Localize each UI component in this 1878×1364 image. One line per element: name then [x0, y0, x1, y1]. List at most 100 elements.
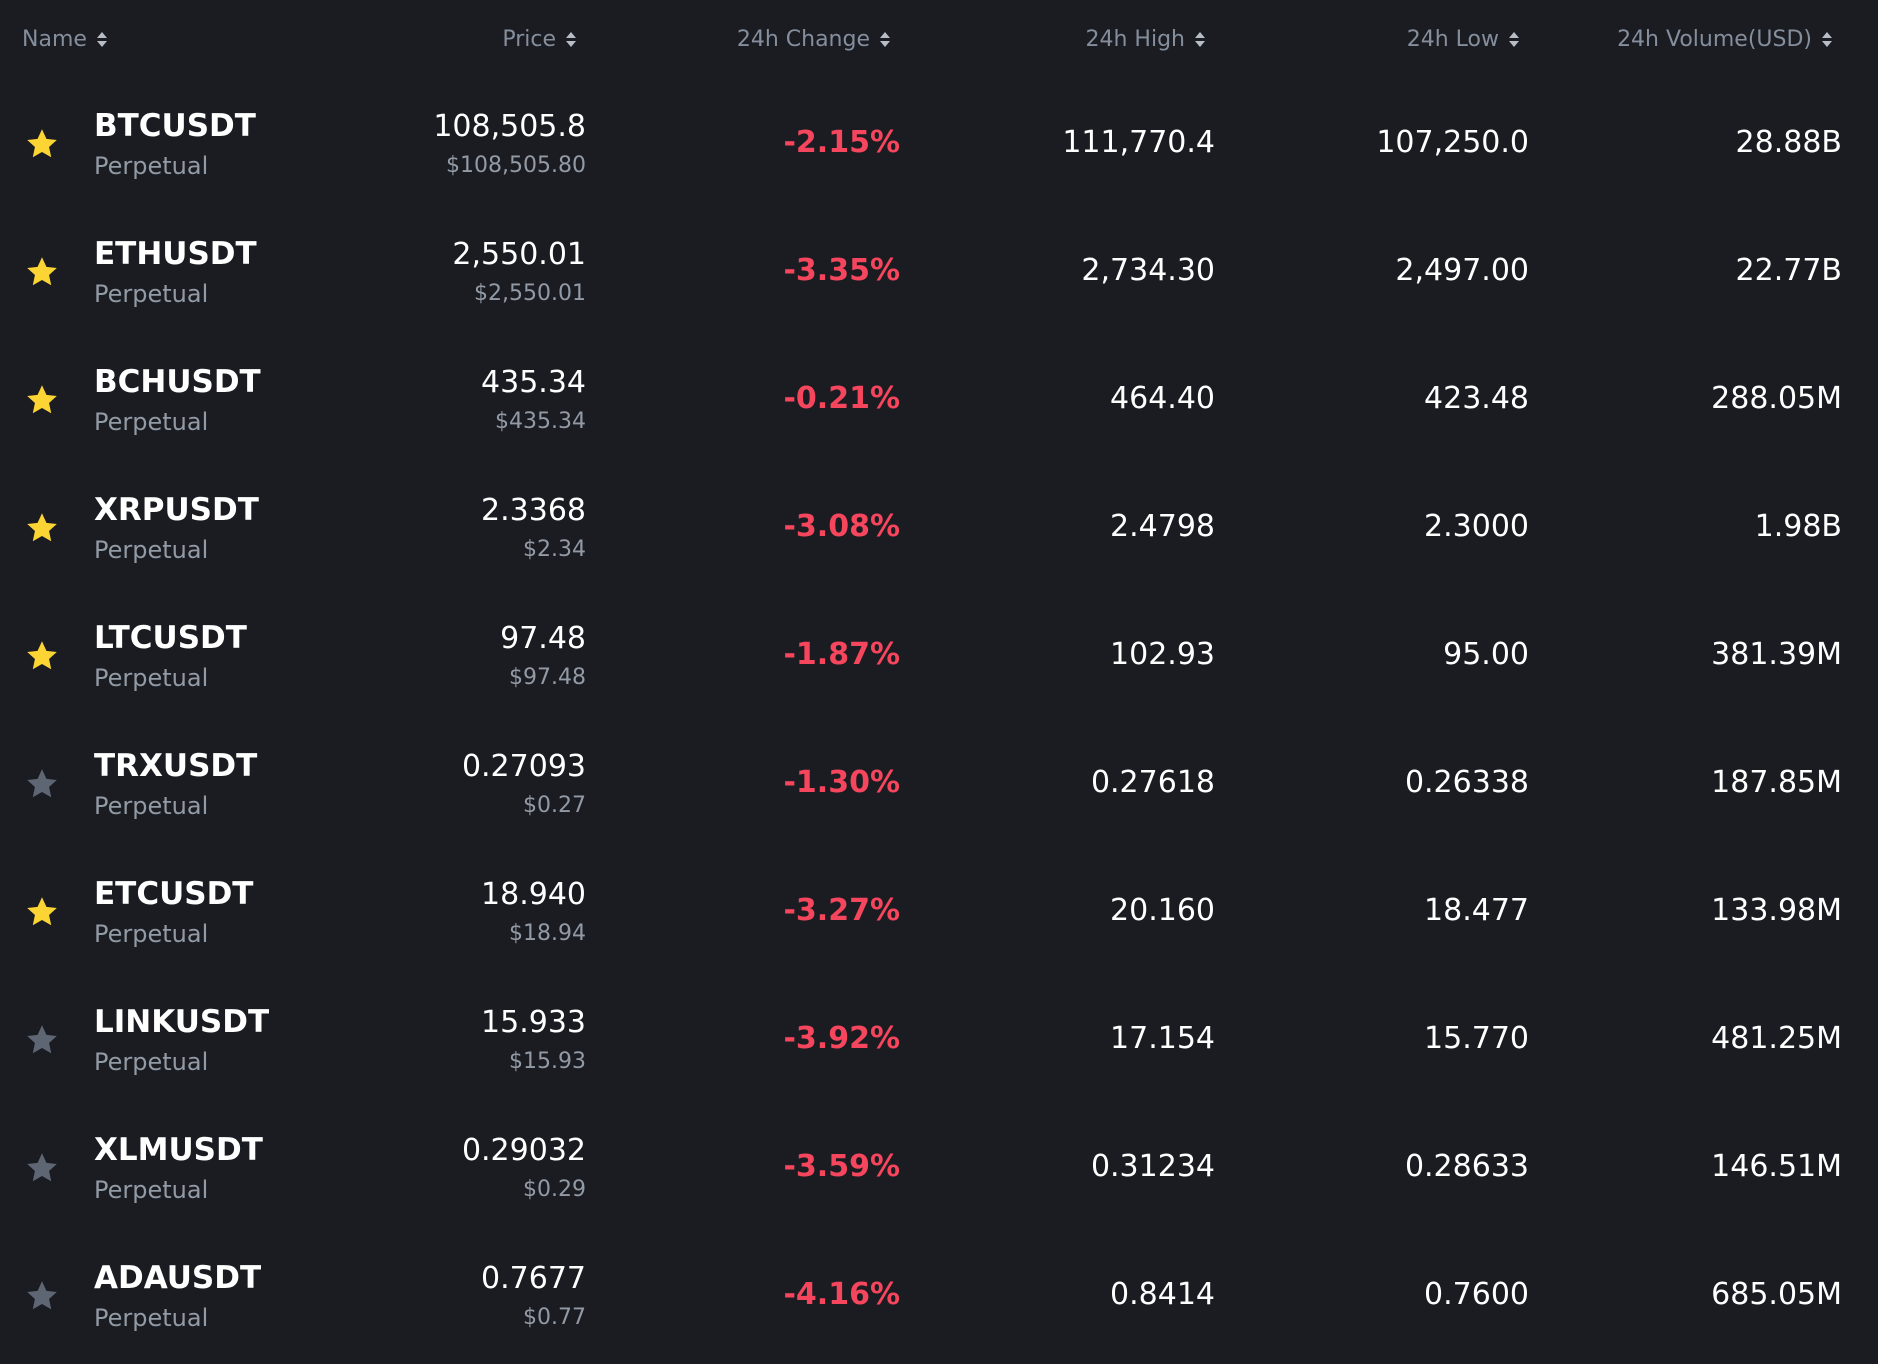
symbol-label[interactable]: ADAUSDT: [94, 1260, 262, 1296]
low-24h: 2,497.00: [1395, 253, 1529, 288]
symbol-label[interactable]: ETCUSDT: [94, 876, 254, 912]
table-row[interactable]: TRXUSDT Perpetual 0.27093 $0.27 -1.30% 0…: [0, 722, 1878, 850]
contract-type-label: Perpetual: [94, 1176, 209, 1204]
last-price: 97.48: [500, 621, 586, 656]
favorite-star-icon[interactable]: [24, 1278, 60, 1314]
last-price: 0.27093: [461, 749, 586, 784]
favorite-star-icon[interactable]: [24, 638, 60, 674]
favorite-star-icon[interactable]: [24, 766, 60, 802]
price-usd: $0.27: [523, 793, 586, 818]
high-24h: 0.31234: [1090, 1149, 1215, 1184]
table-row[interactable]: XRPUSDT Perpetual 2.3368 $2.34 -3.08% 2.…: [0, 466, 1878, 594]
sort-by-name-header[interactable]: Name: [22, 22, 107, 56]
favorite-star-icon[interactable]: [24, 126, 60, 162]
change-24h: -3.35%: [783, 253, 900, 288]
sort-icon: [1195, 31, 1205, 47]
favorite-star-icon[interactable]: [24, 894, 60, 930]
change-24h: -3.08%: [783, 509, 900, 544]
symbol-label[interactable]: BTCUSDT: [94, 108, 256, 144]
price-usd: $0.77: [523, 1305, 586, 1330]
change-24h: -2.15%: [783, 125, 900, 160]
favorite-star-icon[interactable]: [24, 510, 60, 546]
symbol-label[interactable]: LINKUSDT: [94, 1004, 270, 1040]
sort-by-high-header[interactable]: 24h High: [1085, 22, 1205, 56]
symbol-label[interactable]: XRPUSDT: [94, 492, 259, 528]
contract-type-label: Perpetual: [94, 408, 209, 436]
last-price: 0.7677: [481, 1261, 586, 1296]
low-24h: 95.00: [1443, 637, 1529, 672]
contract-type-label: Perpetual: [94, 152, 209, 180]
contract-type-label: Perpetual: [94, 536, 209, 564]
table-row[interactable]: ETCUSDT Perpetual 18.940 $18.94 -3.27% 2…: [0, 850, 1878, 978]
sort-by-low-header[interactable]: 24h Low: [1407, 22, 1519, 56]
volume-24h: 187.85M: [1711, 765, 1842, 800]
volume-24h: 146.51M: [1711, 1149, 1842, 1184]
last-price: 2,550.01: [452, 237, 586, 272]
header-high-label: 24h High: [1085, 26, 1186, 52]
price-usd: $108,505.80: [446, 153, 586, 178]
table-row[interactable]: LTCUSDT Perpetual 97.48 $97.48 -1.87% 10…: [0, 594, 1878, 722]
change-24h: -3.27%: [783, 893, 900, 928]
price-usd: $97.48: [509, 665, 586, 690]
low-24h: 0.28633: [1404, 1149, 1529, 1184]
low-24h: 15.770: [1424, 1021, 1529, 1056]
table-body: BTCUSDT Perpetual 108,505.8 $108,505.80 …: [0, 82, 1878, 1362]
sort-icon: [1509, 31, 1519, 47]
sort-by-change-header[interactable]: 24h Change: [737, 22, 890, 56]
table-row[interactable]: ETHUSDT Perpetual 2,550.01 $2,550.01 -3.…: [0, 210, 1878, 338]
header-change-label: 24h Change: [736, 26, 870, 52]
contract-type-label: Perpetual: [94, 280, 209, 308]
volume-24h: 22.77B: [1735, 253, 1842, 288]
price-usd: $435.34: [495, 409, 586, 434]
last-price: 18.940: [481, 877, 586, 912]
table-row[interactable]: XLMUSDT Perpetual 0.29032 $0.29 -3.59% 0…: [0, 1106, 1878, 1234]
volume-24h: 481.25M: [1711, 1021, 1842, 1056]
contract-type-label: Perpetual: [94, 792, 209, 820]
symbol-label[interactable]: XLMUSDT: [94, 1132, 263, 1168]
favorite-star-icon[interactable]: [24, 254, 60, 290]
table-row[interactable]: LINKUSDT Perpetual 15.933 $15.93 -3.92% …: [0, 978, 1878, 1106]
sort-icon: [880, 31, 890, 47]
favorite-star-icon[interactable]: [24, 382, 60, 418]
change-24h: -4.16%: [783, 1277, 900, 1312]
sort-by-volume-header[interactable]: 24h Volume(USD): [1617, 22, 1832, 56]
low-24h: 18.477: [1424, 893, 1529, 928]
high-24h: 111,770.4: [1062, 125, 1215, 160]
favorite-star-icon[interactable]: [24, 1022, 60, 1058]
symbol-label[interactable]: TRXUSDT: [94, 748, 258, 784]
header-low-label: 24h Low: [1406, 26, 1499, 52]
sort-by-price-header[interactable]: Price: [502, 22, 576, 56]
high-24h: 102.93: [1110, 637, 1215, 672]
volume-24h: 1.98B: [1754, 509, 1842, 544]
change-24h: -0.21%: [783, 381, 900, 416]
table-row[interactable]: BTCUSDT Perpetual 108,505.8 $108,505.80 …: [0, 82, 1878, 210]
symbol-label[interactable]: ETHUSDT: [94, 236, 257, 272]
low-24h: 107,250.0: [1376, 125, 1529, 160]
change-24h: -3.92%: [783, 1021, 900, 1056]
symbol-label[interactable]: BCHUSDT: [94, 364, 261, 400]
volume-24h: 381.39M: [1711, 637, 1842, 672]
table-row[interactable]: ADAUSDT Perpetual 0.7677 $0.77 -4.16% 0.…: [0, 1234, 1878, 1362]
change-24h: -3.59%: [783, 1149, 900, 1184]
change-24h: -1.30%: [783, 765, 900, 800]
symbol-label[interactable]: LTCUSDT: [94, 620, 247, 656]
sort-icon: [566, 31, 576, 47]
last-price: 108,505.8: [433, 109, 586, 144]
high-24h: 17.154: [1110, 1021, 1215, 1056]
high-24h: 0.27618: [1090, 765, 1215, 800]
volume-24h: 685.05M: [1711, 1277, 1842, 1312]
price-usd: $18.94: [509, 921, 586, 946]
high-24h: 0.8414: [1110, 1277, 1215, 1312]
contract-type-label: Perpetual: [94, 920, 209, 948]
high-24h: 20.160: [1110, 893, 1215, 928]
table-row[interactable]: BCHUSDT Perpetual 435.34 $435.34 -0.21% …: [0, 338, 1878, 466]
high-24h: 464.40: [1110, 381, 1215, 416]
header-name-label: Name: [22, 26, 87, 52]
sort-icon: [1822, 31, 1832, 47]
volume-24h: 133.98M: [1711, 893, 1842, 928]
last-price: 15.933: [481, 1005, 586, 1040]
contract-type-label: Perpetual: [94, 1304, 209, 1332]
low-24h: 0.26338: [1404, 765, 1529, 800]
favorite-star-icon[interactable]: [24, 1150, 60, 1186]
